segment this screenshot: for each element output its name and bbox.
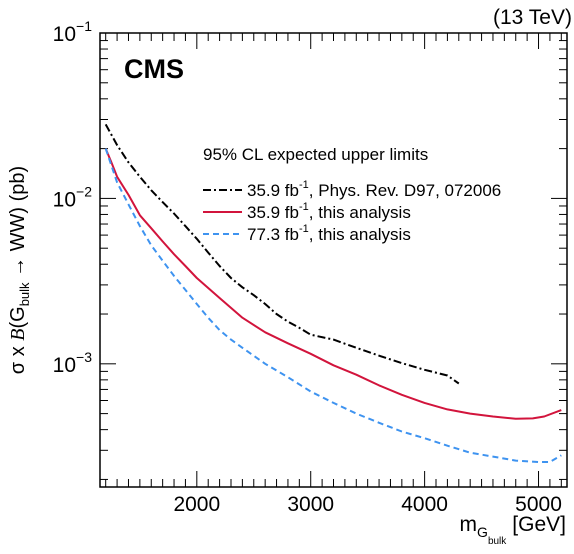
- legend: 95% CL expected upper limits 35.9 fb-1, …: [203, 145, 501, 244]
- y-tick-label: 10−2: [53, 183, 93, 211]
- experiment-label: CMS: [124, 54, 184, 84]
- y-tick-label: 10−1: [53, 18, 93, 46]
- legend-title: 95% CL expected upper limits: [203, 145, 428, 164]
- x-tick-label: 2000: [173, 493, 220, 516]
- series-layer: [104, 123, 562, 463]
- legend-label-3: 77.3 fb-1, this analysis: [247, 223, 411, 244]
- energy-label: (13 TeV): [493, 6, 572, 29]
- y-axis-label: σ x B(Gbulk → WW) (pb): [7, 166, 32, 374]
- series-line-1: [104, 123, 460, 385]
- x-tick-label: 5000: [515, 493, 562, 516]
- legend-label-2: 35.9 fb-1, this analysis: [247, 201, 411, 222]
- axes: 2000 3000 4000 5000 10−1 10−2 10−3: [53, 18, 567, 516]
- y-tick-label: 10−3: [53, 349, 93, 377]
- legend-label-1: 35.9 fb-1, Phys. Rev. D97, 072006: [247, 179, 501, 200]
- plot-frame: [99, 32, 568, 488]
- x-tick-label: 3000: [287, 493, 334, 516]
- series-line-2: [104, 148, 562, 420]
- x-axis-label: mGbulk[GeV]: [460, 513, 566, 547]
- x-tick-label: 4000: [401, 493, 448, 516]
